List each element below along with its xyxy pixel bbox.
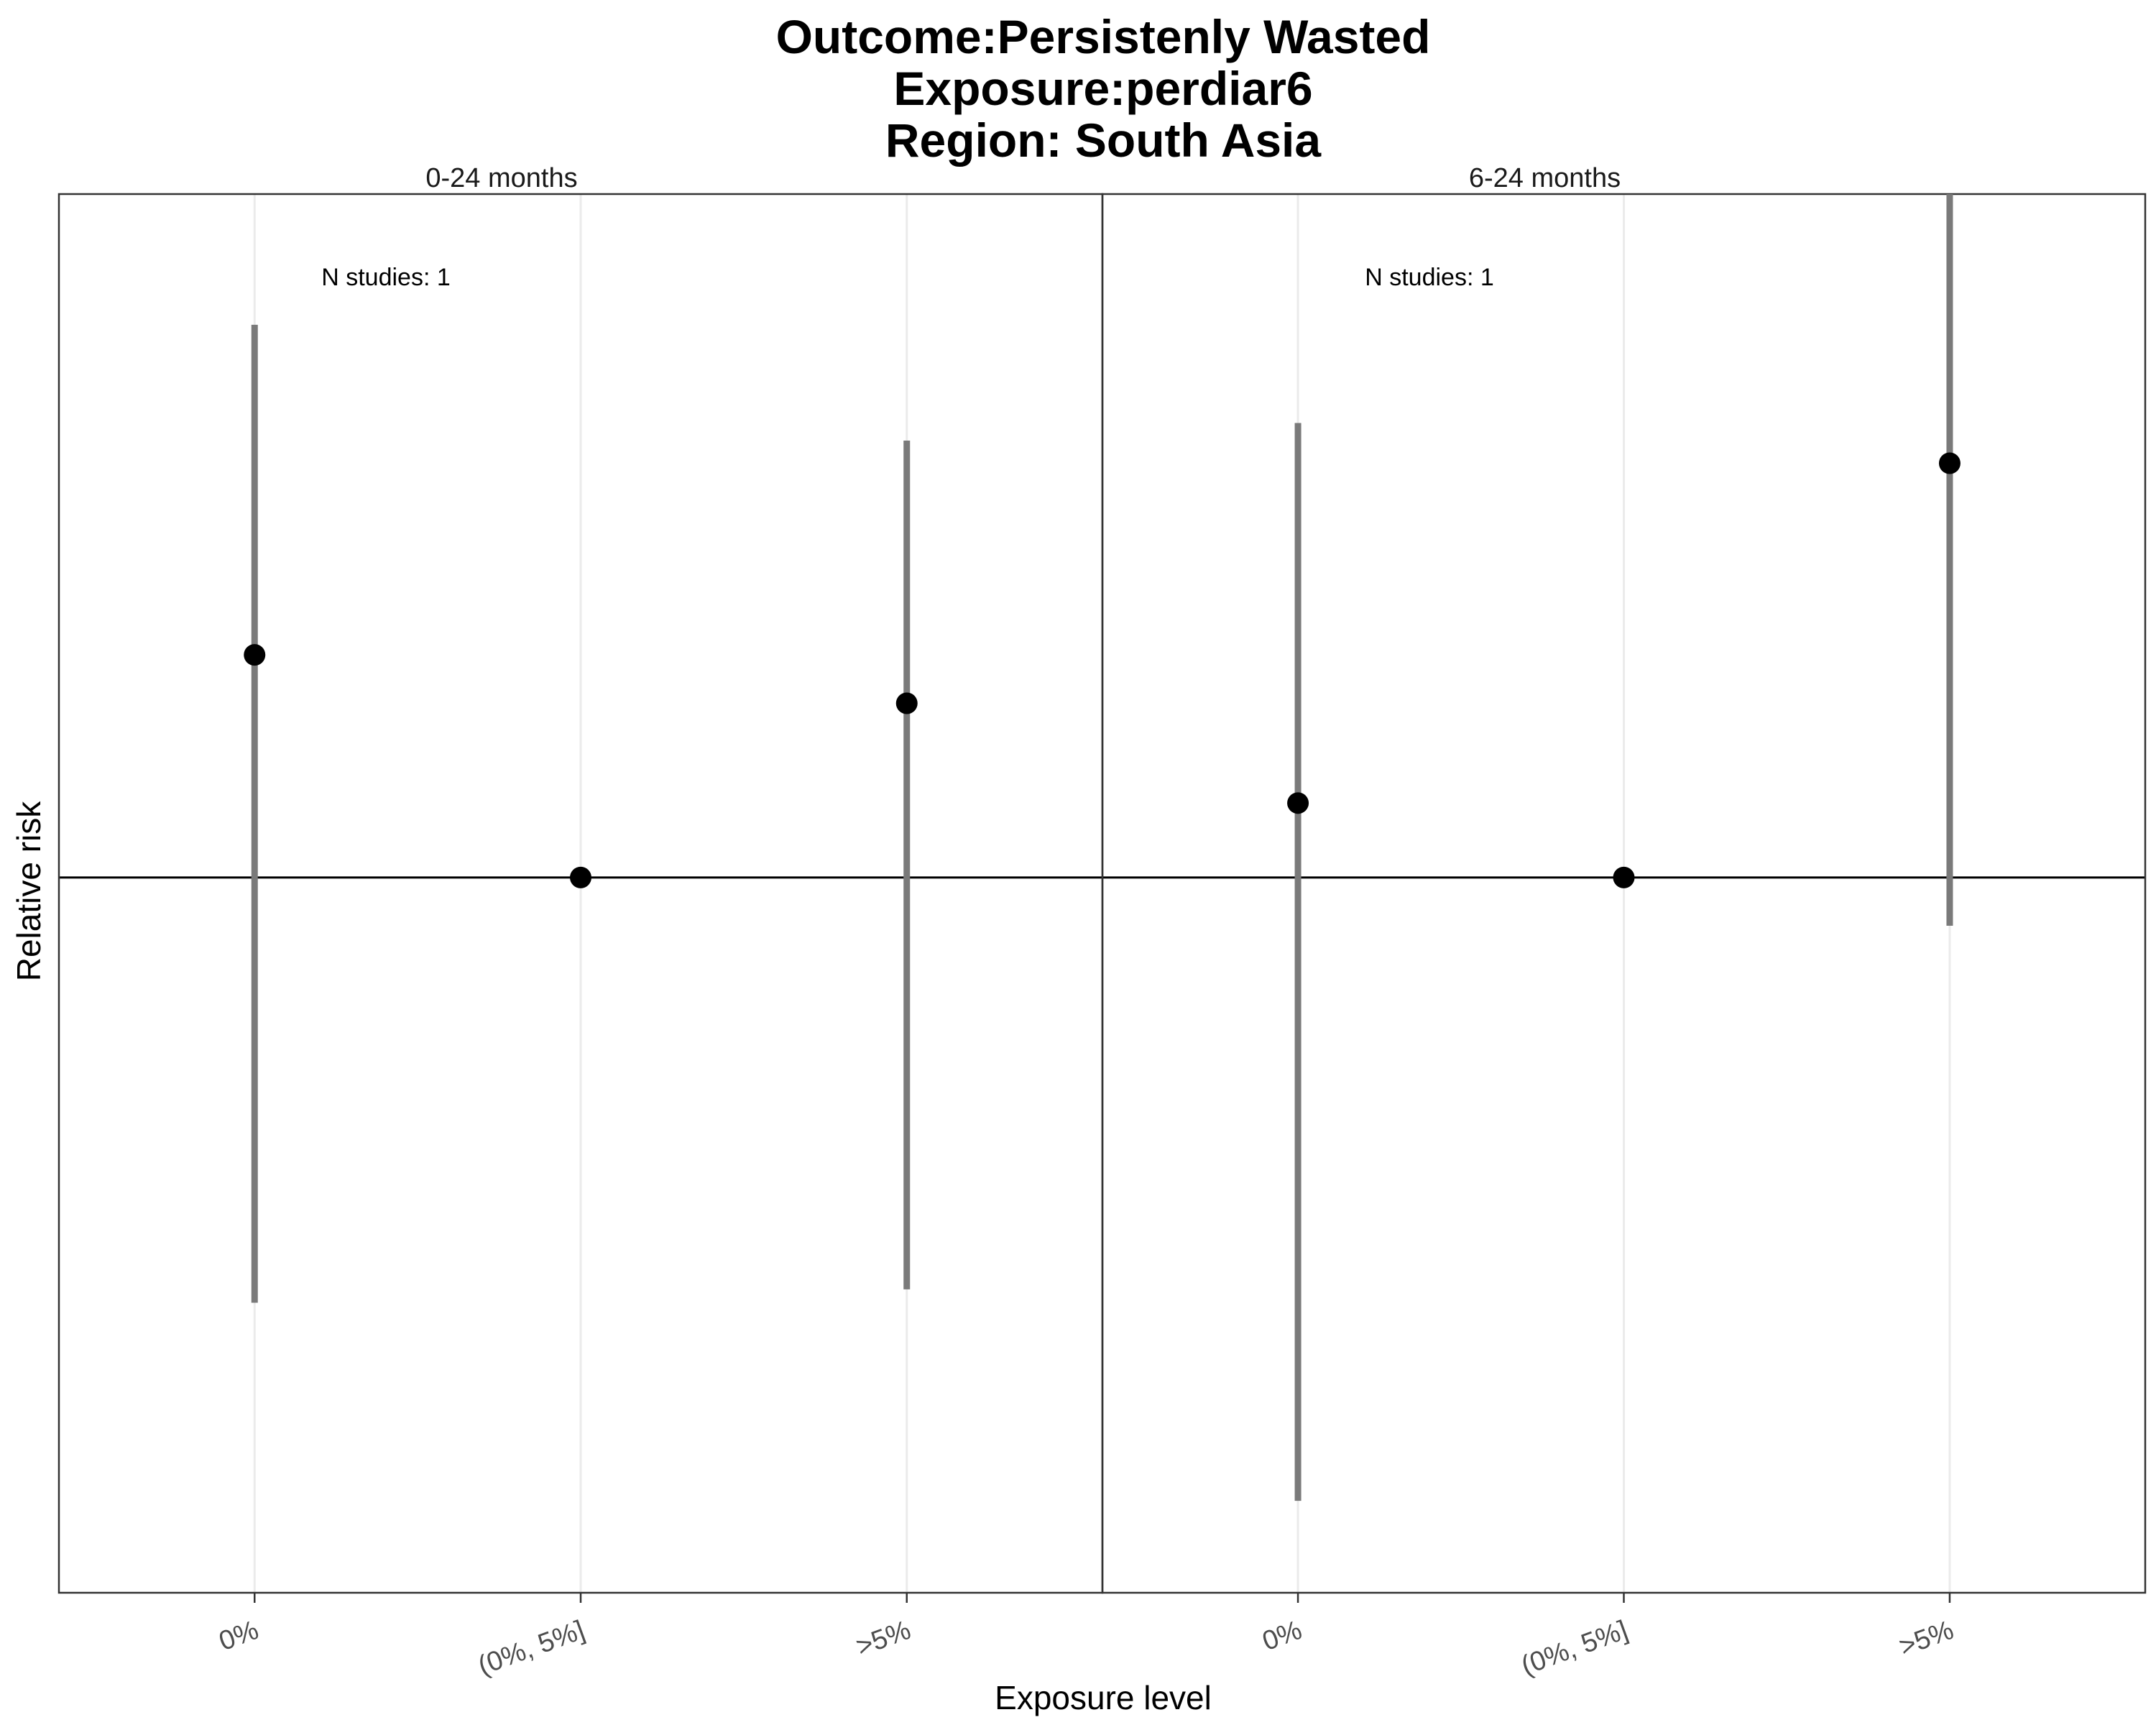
n-studies-label: N studies: 1 bbox=[1365, 264, 1494, 291]
point-estimate bbox=[1613, 866, 1635, 888]
title-line-1: Outcome:Persistenly Wasted bbox=[776, 10, 1431, 63]
x-tick-label: >5% bbox=[1895, 1615, 1958, 1662]
x-tick-label: (0%, 5%] bbox=[474, 1615, 589, 1681]
point-estimate bbox=[570, 866, 591, 888]
point-estimate bbox=[1287, 792, 1309, 814]
title-line-3: Region: South Asia bbox=[885, 114, 1322, 167]
point-estimate bbox=[1938, 452, 1961, 474]
x-tick-label: 0% bbox=[215, 1615, 262, 1657]
point-estimate bbox=[895, 692, 918, 714]
chart-title: Outcome:Persistenly Wasted Exposure:perd… bbox=[776, 10, 1431, 167]
y-axis-title: Relative risk bbox=[10, 801, 47, 982]
x-tick-label: (0%, 5%] bbox=[1517, 1615, 1631, 1681]
x-tick-label: 0% bbox=[1258, 1615, 1306, 1657]
facet-panel-1: 0-24 months N studies: 1 0% (0%, 5%] >5% bbox=[57, 163, 1104, 1681]
point-estimate bbox=[244, 644, 266, 666]
facet-label: 0-24 months bbox=[425, 163, 577, 193]
n-studies-label: N studies: 1 bbox=[321, 264, 451, 291]
title-line-2: Exposure:perdiar6 bbox=[893, 62, 1312, 115]
x-tick-label: >5% bbox=[852, 1615, 915, 1662]
facet-label: 6-24 months bbox=[1469, 163, 1621, 193]
x-axis-title: Exposure level bbox=[995, 1679, 1212, 1716]
facet-panel-2: 6-24 months N studies: 1 0% (0%, 5%] >5% bbox=[1101, 163, 2147, 1681]
